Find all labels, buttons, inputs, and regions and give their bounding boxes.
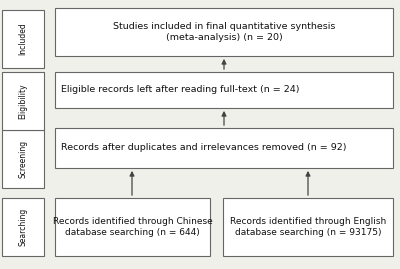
Text: Eligible records left after reading full-text (n = 24): Eligible records left after reading full… xyxy=(61,86,300,94)
Bar xyxy=(55,198,210,256)
Text: Screening: Screening xyxy=(18,140,28,178)
Bar xyxy=(223,198,393,256)
Bar xyxy=(2,130,44,188)
Bar xyxy=(2,72,44,130)
Text: Eligibility: Eligibility xyxy=(18,83,28,119)
Text: Studies included in final quantitative synthesis
(meta-analysis) (n = 20): Studies included in final quantitative s… xyxy=(113,22,335,43)
Bar xyxy=(2,10,44,68)
Text: Searching: Searching xyxy=(18,208,28,246)
Text: Records identified through English
database searching (n = 93175): Records identified through English datab… xyxy=(230,217,386,238)
Bar xyxy=(2,198,44,256)
Text: Records identified through Chinese
database searching (n = 644): Records identified through Chinese datab… xyxy=(53,217,212,238)
Text: Included: Included xyxy=(18,23,28,55)
Bar xyxy=(55,8,393,56)
Text: Records after duplicates and irrelevances removed (n = 92): Records after duplicates and irrelevance… xyxy=(61,143,346,153)
Bar xyxy=(55,72,393,108)
Bar xyxy=(55,128,393,168)
